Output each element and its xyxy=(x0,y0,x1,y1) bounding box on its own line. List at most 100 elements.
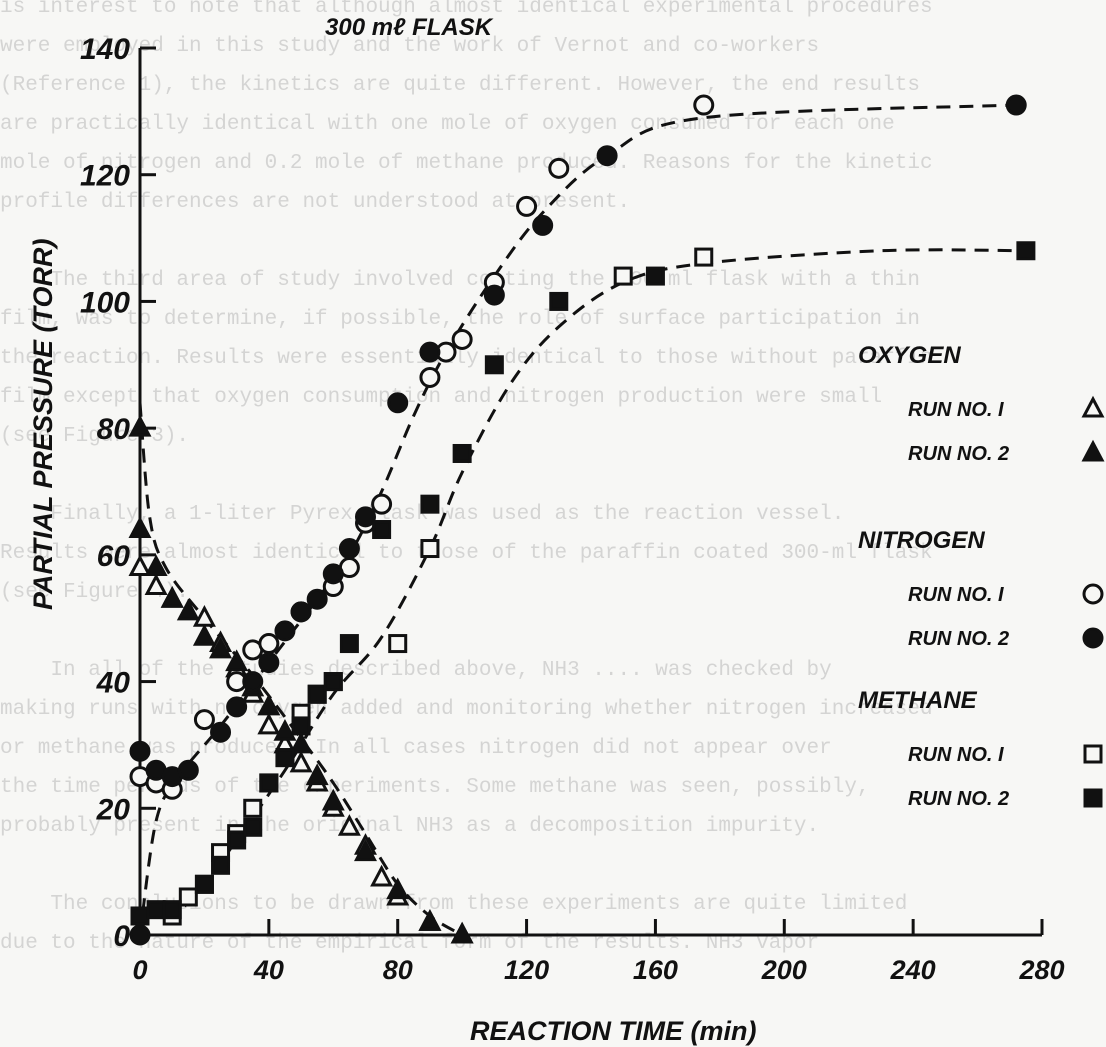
nitrogen-run2-point xyxy=(355,506,376,528)
y-tick-label: 80 xyxy=(97,413,131,446)
methane-run1-point xyxy=(388,634,408,654)
oxygen-run2-point xyxy=(321,788,345,811)
background-text-line: (see Figure 3). xyxy=(0,425,190,448)
oxygen-run1-point xyxy=(337,814,361,836)
legend-marker xyxy=(1083,788,1103,808)
nitrogen-run2-point xyxy=(258,652,280,674)
legend-title-methane: METHANE xyxy=(858,687,978,714)
x-tick-label: 200 xyxy=(761,955,807,985)
nitrogen-run2-point xyxy=(419,341,441,363)
background-text-line: the time periods of the experiments. Som… xyxy=(0,776,870,799)
nitrogen-run1-point xyxy=(419,366,441,388)
legend-title-nitrogen: NITROGEN xyxy=(858,527,985,554)
y-tick-label: 100 xyxy=(80,286,130,319)
background-text-line: profile differences are not understood a… xyxy=(0,191,631,214)
oxygen-run2-point xyxy=(160,586,184,608)
nitrogen-run2-point xyxy=(322,563,344,585)
background-text-line: (see Figure 4). xyxy=(0,581,190,604)
x-tick-label: 120 xyxy=(504,955,549,985)
nitrogen-run2-point xyxy=(290,601,312,623)
legend-marker xyxy=(1082,583,1104,605)
oxygen-run2-point xyxy=(273,719,297,741)
methane-run2-point xyxy=(484,355,504,375)
oxygen-run2-point xyxy=(289,731,313,754)
nitrogen-run2-point xyxy=(129,924,151,946)
oxygen-run2-point xyxy=(305,763,329,786)
nitrogen-run2-point xyxy=(177,759,199,781)
legend-label: RUN NO. I xyxy=(908,744,1004,766)
methane-run2-point xyxy=(162,900,182,920)
axes xyxy=(138,46,1044,937)
methane-run2-point xyxy=(130,906,150,926)
nitrogen-run2-point xyxy=(1005,94,1027,116)
oxygen-run2-point xyxy=(450,921,474,944)
background-text-line: or methane was produced. In all cases ni… xyxy=(0,737,832,760)
y-tick-label: 140 xyxy=(80,33,130,66)
methane-run2-point xyxy=(1016,241,1036,261)
background-text-line: Finally, a 1-liter Pyrex flask was used … xyxy=(0,503,845,526)
methane-run2-point xyxy=(372,520,392,540)
oxygen-run1-point xyxy=(128,554,152,577)
legend: OXYGEN RUN NO. I RUN NO. 2 NITROGEN RUN NO. … xyxy=(858,342,1105,810)
methane-run2-point xyxy=(420,494,440,514)
nitrogen-run2-point xyxy=(532,214,554,236)
methane-run2-point xyxy=(339,634,359,654)
oxygen-run2-point xyxy=(257,693,281,716)
methane-run1-point xyxy=(178,887,198,907)
oxygen-run1-point xyxy=(370,864,394,887)
nitrogen-run1-point xyxy=(371,493,393,515)
nitrogen-run1-point xyxy=(516,195,538,217)
methane-run2-point xyxy=(275,748,295,768)
fit-curve-nitrogen xyxy=(138,103,1017,936)
methane-run2-point xyxy=(211,855,231,875)
oxygen-run2-point xyxy=(128,414,152,437)
legend-marker xyxy=(1082,627,1104,649)
methane-run2-point xyxy=(549,291,569,311)
nitrogen-run1-point xyxy=(193,709,215,731)
methane-run2-point xyxy=(146,900,166,920)
x-tick-label: 240 xyxy=(890,955,936,985)
methane-run1-point xyxy=(420,539,440,559)
y-tick-label: 120 xyxy=(80,160,130,193)
y-tick-label: 40 xyxy=(96,667,131,700)
nitrogen-run2-point xyxy=(226,696,248,718)
nitrogen-run2-point xyxy=(387,392,409,414)
fit-curve-oxygen xyxy=(138,402,463,937)
methane-run1-point xyxy=(694,247,714,267)
y-tick-label: 60 xyxy=(97,540,131,573)
tick-labels: 0 20 40 60 80 100 120 140 0 40 80 120 160 200 240 280 xyxy=(80,33,1065,985)
legend-marker xyxy=(1083,744,1103,764)
oxygen-run2-point xyxy=(418,909,442,931)
methane-run2-point xyxy=(243,817,263,837)
y-tick-label: 20 xyxy=(96,793,131,826)
oxygen-run2-point xyxy=(176,598,200,621)
nitrogen-run2-point xyxy=(596,145,618,167)
oxygen-run1-point xyxy=(144,573,168,596)
methane-run2-point xyxy=(452,443,472,463)
oxygen-run2-point xyxy=(128,516,152,539)
nitrogen-run1-point xyxy=(451,328,473,350)
x-tick-label: 160 xyxy=(633,955,678,985)
nitrogen-run1-point xyxy=(693,94,715,116)
methane-run2-point xyxy=(227,830,247,850)
nitrogen-run2-point xyxy=(274,620,296,642)
oxygen-run1-point xyxy=(289,750,313,773)
methane-run2-point xyxy=(259,773,279,793)
background-text-line: the reaction. Results were essentially i… xyxy=(0,347,933,370)
methane-run2-point xyxy=(291,716,311,736)
x-tick-label: 40 xyxy=(253,955,284,985)
oxygen-run1-point xyxy=(257,712,281,735)
x-tick-label: 0 xyxy=(132,955,147,985)
legend-label: RUN NO. 2 xyxy=(908,788,1009,810)
methane-run2-point xyxy=(323,672,343,692)
y-axis-label: PARTIAL PRESSURE (TORR) xyxy=(28,238,58,610)
background-text-line: is interest to note that although almost… xyxy=(0,0,933,19)
background-text-line: The conclusions to be drawn from these e… xyxy=(0,893,908,916)
legend-label: RUN NO. I xyxy=(908,584,1004,606)
oxygen-run2-point xyxy=(209,636,233,659)
background-text-line: due to the nature of the empirical form … xyxy=(0,932,820,955)
background-text-line: (Reference 1), the kinetics are quite di… xyxy=(0,74,920,97)
methane-run1-point xyxy=(243,798,263,818)
